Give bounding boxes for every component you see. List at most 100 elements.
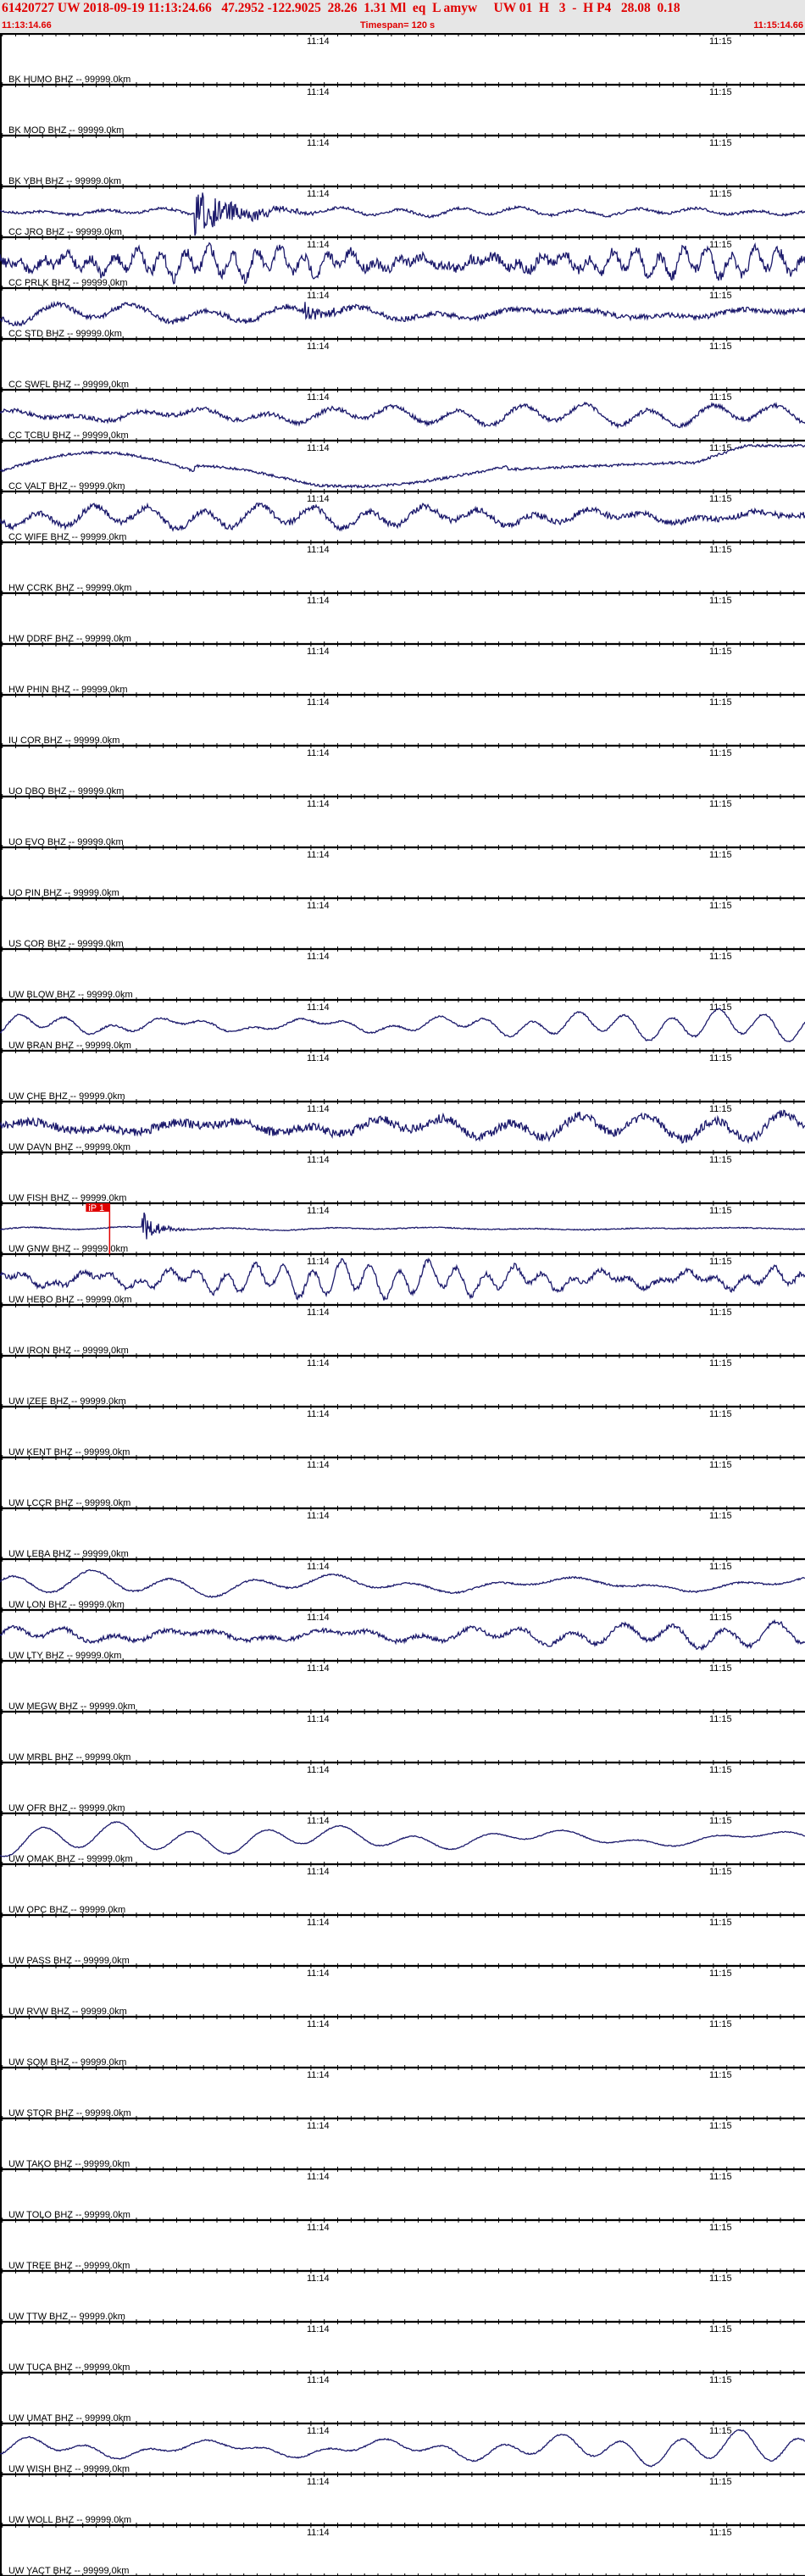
waveform-trace	[0, 443, 805, 489]
channel-label: BK YBH BHZ -- 99999.0km	[8, 176, 121, 186]
channel-label: UW GNW BHZ -- 99999.0km	[8, 1244, 128, 1254]
axis-ticks	[2, 896, 795, 901]
axis-ticks	[2, 1048, 795, 1053]
time-tick-label: 11:14	[307, 138, 330, 148]
channel-label: UW OMAK BHZ -- 99999.0km	[8, 1854, 133, 1864]
time-tick-label: 11:15	[709, 748, 732, 758]
waveform-trace	[0, 1821, 805, 1857]
waveform-trace	[0, 401, 805, 430]
channel-label: UW OFR BHZ -- 99999.0km	[8, 1803, 125, 1813]
start-time: 11:13:14.66	[2, 20, 52, 31]
time-tick-label: 11:14	[307, 1409, 330, 1419]
waveform-trace	[0, 1618, 805, 1652]
time-tick-label: 11:14	[307, 36, 330, 47]
channel-label: UW LCCR BHZ -- 99999.0km	[8, 1498, 130, 1508]
channel-label: US COR BHZ -- 99999.0km	[8, 939, 124, 949]
channel-label: HW CCRK BHZ -- 99999.0km	[8, 583, 131, 593]
axis-ticks	[2, 2014, 795, 2019]
time-tick-label: 11:14	[307, 1104, 330, 1114]
axis-ticks	[2, 2167, 795, 2172]
channel-label: UW KENT BHZ -- 99999.0km	[8, 1447, 130, 1457]
time-tick-label: 11:14	[307, 2426, 330, 2436]
time-tick-label: 11:15	[709, 2528, 732, 2538]
waveform-trace	[0, 502, 805, 532]
time-tick-label: 11:14	[307, 1155, 330, 1165]
axis-ticks	[2, 2421, 795, 2426]
time-tick-label: 11:15	[709, 1206, 732, 1216]
time-tick-label: 11:15	[709, 1053, 732, 1063]
time-tick-label: 11:14	[307, 2375, 330, 2385]
time-tick-label: 11:14	[307, 1358, 330, 1368]
axis-ticks	[2, 692, 795, 697]
channel-label: UW TUCA BHZ -- 99999.0km	[8, 2362, 130, 2373]
waveform-trace	[0, 192, 805, 236]
time-tick-label: 11:15	[709, 2426, 732, 2436]
pick-flag	[86, 1203, 110, 1212]
axis-ticks	[2, 1557, 795, 1562]
channel-label: CC PRLK BHZ -- 99999.0km	[8, 278, 128, 288]
time-tick-label: 11:14	[307, 2223, 330, 2233]
axis-ticks	[2, 1404, 795, 1409]
axis-ticks	[2, 2370, 795, 2375]
time-tick-label: 11:14	[307, 1714, 330, 1724]
axis-ticks	[2, 387, 795, 392]
time-tick-label: 11:15	[709, 1867, 732, 1877]
time-tick-label: 11:14	[307, 697, 330, 708]
channel-label: CC STD BHZ -- 99999.0km	[8, 329, 122, 339]
time-tick-label: 11:15	[709, 1460, 732, 1470]
time-tick-label: 11:14	[307, 1816, 330, 1826]
axis-ticks	[2, 1709, 795, 1714]
time-tick-label: 11:15	[709, 1765, 732, 1775]
time-tick-label: 11:14	[307, 443, 330, 453]
time-tick-label: 11:15	[709, 1663, 732, 1674]
time-tick-label: 11:14	[307, 87, 330, 97]
channel-label: UW YACT BHZ -- 99999.0km	[8, 2566, 129, 2576]
channel-label: UW PASS BHZ -- 99999.0km	[8, 1956, 130, 1966]
time-tick-label: 11:15	[709, 1714, 732, 1724]
time-tick-label: 11:15	[709, 1613, 732, 1623]
axis-ticks	[2, 1963, 795, 1968]
pick-label: iP 1	[88, 1203, 104, 1213]
channel-label: CC WIFE BHZ -- 99999.0km	[8, 532, 126, 542]
channel-label: HW PHIN BHZ -- 99999.0km	[8, 685, 128, 695]
axis-ticks	[2, 2218, 795, 2223]
channel-label: UW LTY BHZ -- 99999.0km	[8, 1651, 121, 1661]
time-tick-label: 11:15	[709, 850, 732, 860]
channel-label: UW OPC BHZ -- 99999.0km	[8, 1905, 125, 1915]
time-tick-label: 11:15	[709, 1155, 732, 1165]
time-tick-label: 11:15	[709, 1816, 732, 1826]
channel-label: UW DAVN BHZ -- 99999.0km	[8, 1142, 130, 1152]
time-tick-label: 11:15	[709, 138, 732, 148]
channel-label: UW IRON BHZ -- 99999.0km	[8, 1346, 129, 1356]
axis-ticks	[2, 794, 795, 799]
axis-ticks	[2, 2116, 795, 2121]
axis-ticks	[2, 997, 795, 1002]
time-tick-label: 11:14	[307, 545, 330, 555]
axis-ticks	[2, 2065, 795, 2070]
axis-ticks	[2, 286, 795, 291]
channel-label: UW BRAN BHZ -- 99999.0km	[8, 1041, 131, 1051]
time-tick-label: 11:14	[307, 291, 330, 301]
time-tick-label: 11:15	[709, 1358, 732, 1368]
axis-ticks	[2, 133, 795, 138]
time-tick-label: 11:14	[307, 1460, 330, 1470]
time-tick-label: 11:14	[307, 2528, 330, 2538]
waveform-trace	[0, 242, 805, 285]
time-tick-label: 11:15	[709, 952, 732, 962]
channel-label: UW IZEE BHZ -- 99999.0km	[8, 1396, 126, 1407]
channel-label: UW MRBL BHZ -- 99999.0km	[8, 1752, 130, 1763]
time-tick-label: 11:15	[709, 2477, 732, 2487]
axis-ticks	[2, 1252, 795, 1257]
timespan: Timespan= 120 s	[360, 20, 436, 31]
time-tick-label: 11:14	[307, 647, 330, 657]
axis-ticks	[2, 845, 795, 850]
time-tick-label: 11:14	[307, 1206, 330, 1216]
channel-label: UW BLOW BHZ -- 99999.0km	[8, 990, 133, 1000]
time-tick-label: 11:15	[709, 901, 732, 911]
time-tick-label: 11:15	[709, 443, 732, 453]
time-tick-label: 11:14	[307, 2019, 330, 2029]
time-tick-label: 11:14	[307, 2121, 330, 2131]
time-tick-label: 11:14	[307, 2477, 330, 2487]
axis-ticks	[2, 1302, 795, 1307]
